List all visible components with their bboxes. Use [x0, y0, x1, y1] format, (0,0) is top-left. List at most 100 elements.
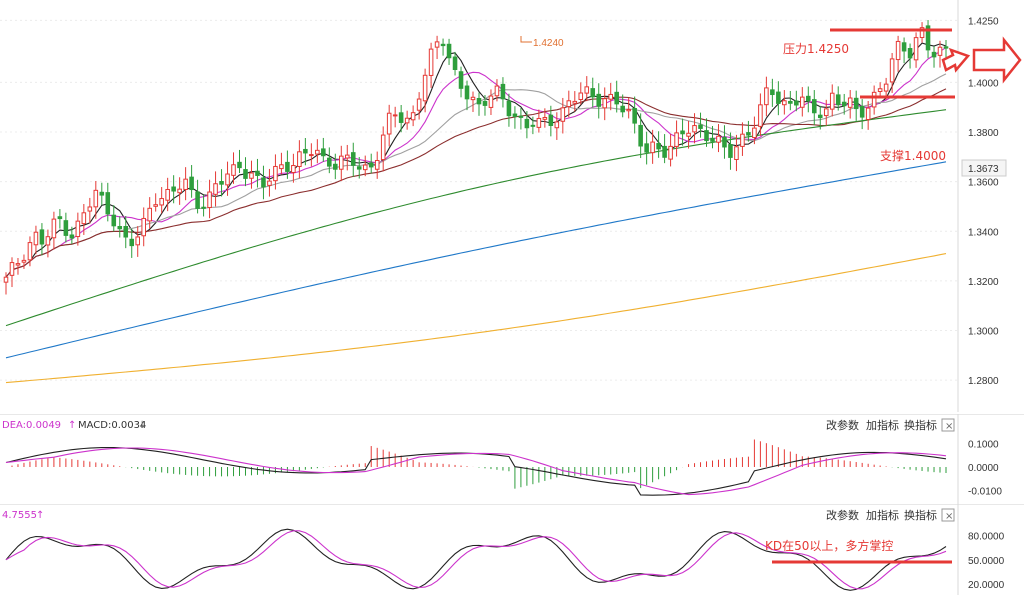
candle-body: [362, 164, 368, 171]
price-chart: 1.2800 1.3000 1.3200 1.3400 1.3600 1.3800 1.40…: [0, 0, 1022, 412]
candle-body: [446, 43, 452, 59]
candle-body: [674, 132, 679, 147]
candle-body: [488, 95, 494, 108]
kd-tick-label: 20.0000: [968, 580, 1005, 591]
candle-body: [853, 97, 859, 110]
candle-body: [841, 101, 847, 107]
candles: [3, 20, 949, 295]
macd-tick-label: 0.0000: [968, 463, 999, 474]
candle-body: [309, 154, 314, 157]
candle-body: [518, 115, 524, 118]
candle-body: [602, 98, 608, 109]
candle-body: [87, 206, 93, 212]
kd-btn-switch[interactable]: 换指标: [904, 508, 937, 522]
moving-averages: [5, 42, 947, 384]
macd-close-button[interactable]: [941, 418, 955, 432]
candle-body: [27, 242, 33, 261]
candle-body: [829, 92, 835, 110]
candle-body: [734, 146, 739, 160]
candle-body: [614, 91, 619, 105]
kd-arrow-up-icon: ↑: [36, 510, 44, 521]
candle-body: [740, 133, 745, 147]
kd-btn-params[interactable]: 改参数: [826, 508, 859, 522]
candle-body: [823, 108, 829, 117]
macd-btn-switch[interactable]: 换指标: [904, 418, 937, 432]
candle-body: [279, 164, 284, 170]
candle-body: [261, 177, 266, 188]
macd-arrow-up-icon: ↑: [68, 420, 76, 431]
candle-body: [817, 114, 823, 119]
candle-body: [171, 186, 176, 192]
y-tick-label: 1.3600: [968, 178, 999, 189]
candle-body: [482, 100, 488, 106]
candle-body: [686, 132, 691, 137]
candle-body: [728, 144, 733, 158]
macd-chart: DEA:0.0049 ↑ MACD:0.0034 ↓ 改参数 加指标 换指标 ×…: [0, 414, 1024, 504]
macd-legend-dea: DEA:0.0049: [2, 420, 61, 431]
candle-body: [21, 259, 27, 263]
candle-body: [51, 218, 57, 239]
candle-body: [764, 87, 769, 106]
candle-body: [404, 117, 410, 124]
candle-body: [57, 216, 63, 220]
macd-axis: 0.1000 0.0000 -0.0100: [968, 439, 1002, 497]
candle-body: [548, 114, 554, 126]
candle-body: [590, 88, 596, 98]
candle-body: [770, 89, 775, 96]
candle-body: [117, 226, 123, 230]
candle-body: [506, 100, 512, 117]
ma10-line: [5, 47, 947, 278]
candle-body: [530, 124, 536, 127]
candle-body: [237, 161, 242, 169]
candle-body: [584, 86, 590, 94]
candle-body: [434, 41, 440, 48]
candle-body: [380, 134, 386, 161]
candle-body: [847, 97, 853, 108]
arrow-right-icon: [941, 47, 971, 73]
candle-body: [560, 107, 566, 122]
candle-body: [937, 46, 943, 56]
current-price-box: [961, 159, 1007, 177]
candle-body: [213, 183, 218, 195]
kd-btn-add[interactable]: 加指标: [866, 508, 899, 522]
y-tick-label: 1.3000: [968, 327, 999, 338]
candle-body: [63, 220, 69, 236]
candle-body: [45, 236, 51, 246]
macd-arrow-down-icon: ↓: [138, 420, 146, 431]
candle-body: [566, 100, 572, 108]
candle-body: [626, 108, 631, 112]
candle-body: [69, 234, 75, 239]
macd-btn-params[interactable]: 改参数: [826, 418, 859, 432]
candle-body: [907, 48, 913, 59]
candle-body: [201, 206, 206, 209]
candle-body: [524, 118, 530, 129]
kd-tick-label: 50.0000: [968, 556, 1005, 567]
candle-body: [368, 162, 374, 168]
kd-axis: 80.0000 50.0000 20.0000: [968, 532, 1005, 591]
candle-body: [500, 83, 506, 100]
candle-body: [39, 229, 45, 245]
candle-body: [410, 112, 416, 121]
candle-body: [650, 141, 655, 154]
candle-body: [776, 91, 781, 104]
y-tick-label: 1.3800: [968, 128, 999, 139]
candle-body: [249, 172, 254, 179]
kd-close-button[interactable]: [941, 508, 955, 522]
resistance-label: 压力1.4250: [783, 42, 849, 56]
candle-body: [165, 188, 170, 201]
candle-body: [189, 176, 194, 191]
candle-body: [141, 217, 146, 237]
candle-body: [895, 40, 901, 61]
macd-btn-add[interactable]: 加指标: [866, 418, 899, 432]
candle-body: [422, 74, 428, 102]
candle-body: [931, 51, 937, 58]
candle-body: [350, 152, 356, 166]
candle-body: [925, 25, 931, 51]
candle-body: [177, 188, 182, 194]
candle-body: [662, 145, 667, 158]
kd-annotation: KD在50以上，多方掌控: [765, 538, 893, 553]
candle-body: [758, 104, 763, 127]
candle-body: [195, 191, 200, 209]
candle-body: [871, 91, 877, 108]
candle-body: [943, 46, 949, 49]
